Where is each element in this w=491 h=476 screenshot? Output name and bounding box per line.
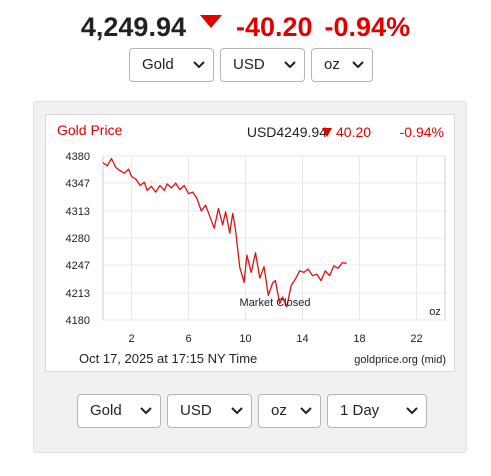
y-tick-label: 4180 [66,315,90,327]
gold-price-chart: Gold Price USD4249.94 40.20 -0.94% 41804… [57,122,446,366]
x-axis: 2 6 10 14 18 22 [128,333,422,345]
currency-select[interactable]: USD [220,48,305,82]
down-arrow-icon [199,14,222,28]
metal-select[interactable]: Gold [129,48,214,82]
y-tick-label: 4347 [66,178,90,190]
y-tick-label: 4313 [66,206,90,218]
chevron-down-icon [300,407,312,415]
current-price: 4,249.94 [80,12,186,42]
unit-select-bottom[interactable]: oz [258,394,321,428]
range-select-value: 1 Day [340,402,380,419]
x-tick-label: 2 [128,333,134,345]
chevron-down-icon [231,407,243,415]
y-tick-label: 4213 [66,288,90,300]
series-line [102,157,347,308]
chevron-down-icon [406,407,418,415]
currency-select-bottom-value: USD [180,402,212,419]
metal-select-value: Gold [142,56,174,73]
chevron-down-icon [284,61,296,69]
y-tick-label: 4280 [66,233,90,245]
price-header: 4,249.94 -40.20 -0.94% [0,11,491,43]
chevron-down-icon [140,407,152,415]
currency-select-bottom[interactable]: USD [167,394,252,428]
gridlines [103,155,445,321]
chart-container: Gold Price USD4249.94 40.20 -0.94% 4180 4… [45,114,455,372]
y-tick-label: 4380 [66,151,90,163]
x-tick-label: 22 [410,333,422,345]
chart-down-arrow-icon [322,128,332,137]
range-select[interactable]: 1 Day [327,394,427,428]
chart-quote-change: 40.20 [336,124,371,140]
market-closed-annotation: Market Closed [240,297,311,309]
currency-select-value: USD [233,56,265,73]
unit-select-bottom-value: oz [271,402,287,419]
x-tick-label: 10 [239,333,251,345]
y-tick-label: 4247 [66,260,90,272]
x-tick-label: 14 [296,333,308,345]
chevron-down-icon [193,61,205,69]
unit-select[interactable]: oz [311,48,373,82]
chart-title: Gold Price [57,122,123,138]
unit-label: oz [429,306,441,318]
chart-source: goldprice.org (mid) [354,354,446,366]
x-tick-label: 6 [185,333,191,345]
price-change-percent: -0.94% [324,12,411,42]
chart-timestamp: Oct 17, 2025 at 17:15 NY Time [79,351,257,366]
metal-select-bottom-value: Gold [90,402,122,419]
price-change: -40.20 [235,12,313,42]
chart-quote-change-percent: -0.94% [400,124,444,140]
unit-select-value: oz [324,56,340,73]
chart-quote-price: USD4249.94 [247,124,327,140]
y-axis: 4180 4213 4247 4280 4313 4347 4380 [66,151,90,327]
x-tick-label: 18 [353,333,365,345]
metal-select-bottom[interactable]: Gold [77,394,161,428]
chevron-down-icon [352,61,364,69]
